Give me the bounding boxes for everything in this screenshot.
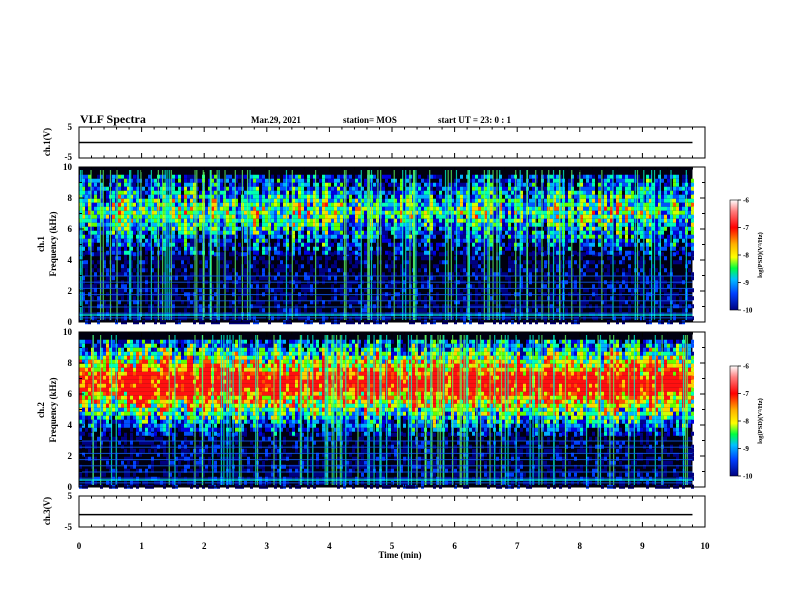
x-tick-label: 1 xyxy=(139,541,144,551)
y-tick-label: 8 xyxy=(68,193,73,203)
y-tick-label: 2 xyxy=(68,451,73,461)
ch2-colorbar-label: log(PSD)(V²/Hz) xyxy=(757,398,764,444)
header-station: station= MOS xyxy=(343,115,397,125)
ch1-spectrogram-image xyxy=(79,167,694,325)
header-start-time: start UT = 23: 0 : 1 xyxy=(438,115,511,125)
ch1-colorbar-label: log(PSD)(V²/Hz) xyxy=(757,232,764,278)
ch1-ytick-top: 5 xyxy=(68,122,73,132)
ch2-ylabel-frequency: Frequency (kHz) xyxy=(48,377,58,442)
x-axis-label: Time (min) xyxy=(378,550,421,560)
ch1-ylabel-frequency: Frequency (kHz) xyxy=(48,211,58,276)
ch3-ytick-top: 5 xyxy=(68,491,73,501)
ch1-colorbar: -6 -7 -8 -9 -10 log(PSD)(V²/Hz) xyxy=(729,197,764,315)
x-tick-label: 4 xyxy=(327,541,332,551)
colorbar-tick-label: -10 xyxy=(743,473,753,481)
ch2-colorbar: -6 -7 -8 -9 -10 log(PSD)(V²/Hz) xyxy=(729,363,764,481)
y-tick-label: 0 xyxy=(68,317,73,327)
x-tick-label: 2 xyxy=(202,541,207,551)
x-tick-label: 10 xyxy=(701,541,711,551)
ch1-ylabel-channel: ch.1 xyxy=(36,236,46,252)
y-tick-label: 4 xyxy=(68,255,73,265)
x-tick-label: 8 xyxy=(578,541,583,551)
ch3-ylabel: ch.3(V) xyxy=(42,497,52,525)
x-tick-label: 0 xyxy=(77,541,82,551)
y-tick-label: 10 xyxy=(63,162,73,172)
x-tick-label: 7 xyxy=(515,541,520,551)
colorbar-tick-label: -7 xyxy=(743,390,749,398)
ch2-ylabel-channel: ch.2 xyxy=(36,402,46,418)
ch1-ytick-bottom: -5 xyxy=(65,152,73,162)
colorbar-tick-label: -9 xyxy=(743,279,749,287)
colorbar-tick-label: -7 xyxy=(743,224,749,232)
y-tick-label: 8 xyxy=(68,358,73,368)
colorbar-tick-label: -8 xyxy=(743,418,749,426)
x-tick-label: 3 xyxy=(265,541,270,551)
ch1-ylabel: ch.1(V) xyxy=(42,128,52,156)
x-tick-label: 9 xyxy=(640,541,645,551)
y-tick-label: 2 xyxy=(68,286,73,296)
colorbar-tick-label: -6 xyxy=(743,197,749,205)
x-tick-label: 5 xyxy=(390,541,395,551)
ch3-waveform-panel: 5 -5 ch.3(V) xyxy=(42,491,706,532)
y-tick-label: 6 xyxy=(68,224,73,234)
colorbar-tick-label: -8 xyxy=(743,252,749,260)
ch2-spectrogram-image xyxy=(79,332,694,489)
header-date: Mar.29, 2021 xyxy=(251,115,301,125)
ch1-waveform-panel: 5 -5 ch.1(V) xyxy=(42,122,706,162)
x-axis-ticks: 0 1 2 3 4 5 6 7 8 9 10 xyxy=(77,127,710,551)
x-tick-label: 6 xyxy=(452,541,457,551)
figure-title: VLF Spectra xyxy=(80,112,146,126)
ch2-spectrogram-panel: 0 2 4 6 8 10 ch.2 Frequency (kHz) xyxy=(36,327,706,492)
colorbar-tick-label: -6 xyxy=(743,363,749,371)
y-tick-label: 4 xyxy=(68,420,73,430)
ch1-spectrogram-panel: 0 2 4 6 8 10 ch.1 Frequency (kHz) xyxy=(36,162,706,327)
ch3-ytick-bottom: -5 xyxy=(65,522,73,532)
colorbar-tick-label: -9 xyxy=(743,445,749,453)
y-tick-label: 0 xyxy=(68,482,73,492)
colorbar-tick-label: -10 xyxy=(743,307,753,315)
y-tick-label: 10 xyxy=(63,327,73,337)
y-tick-label: 6 xyxy=(68,389,73,399)
